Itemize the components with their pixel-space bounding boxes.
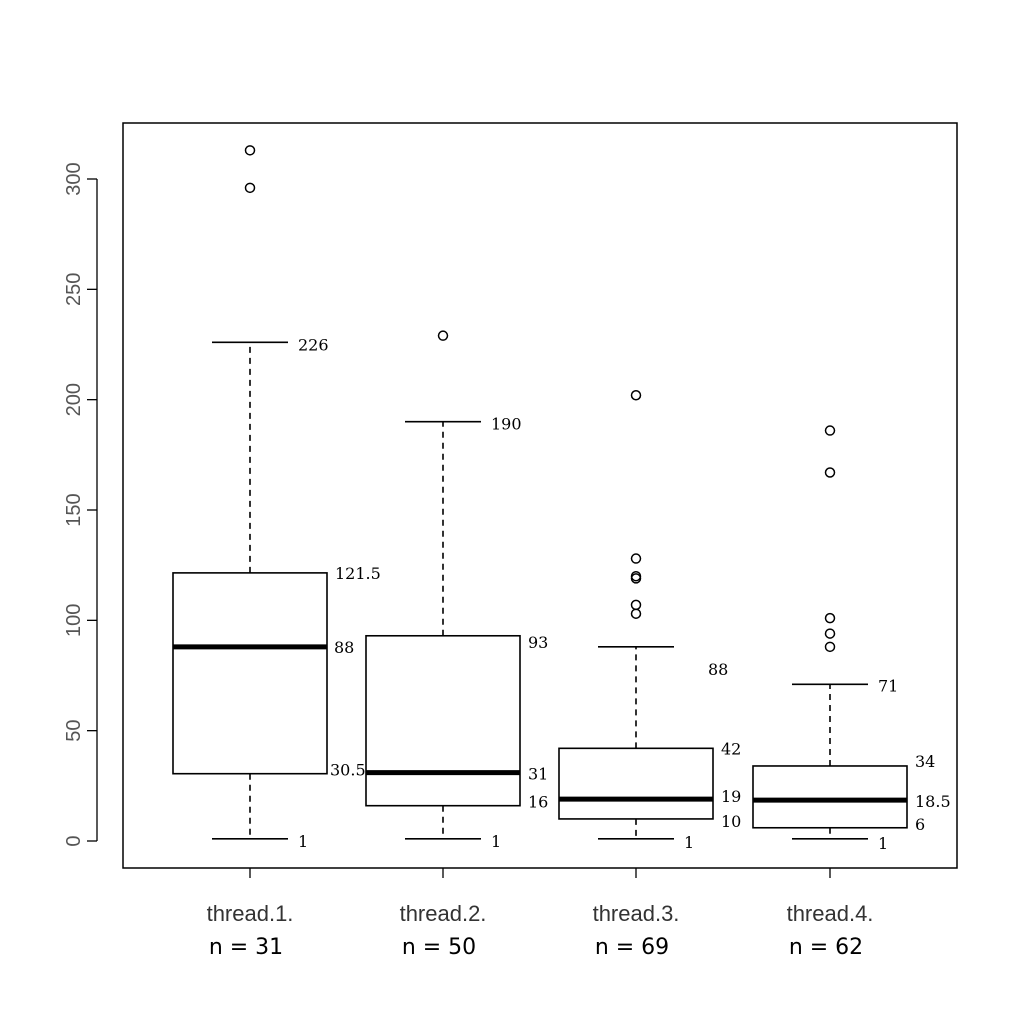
median-label: 31 bbox=[528, 765, 548, 784]
category-label-1: thread.1. bbox=[207, 901, 294, 926]
q3-label: 121.5 bbox=[335, 564, 381, 583]
q1-label: 16 bbox=[528, 793, 548, 812]
category-label-4: thread.4. bbox=[787, 901, 874, 926]
q1-label: 30.5 bbox=[330, 761, 366, 780]
median-label: 19 bbox=[721, 787, 741, 806]
q3-label: 93 bbox=[528, 633, 548, 652]
outlier-point-3 bbox=[824, 612, 836, 624]
sample-size-label-4: n = 62 bbox=[789, 935, 863, 960]
y-tick-label-150: 150 bbox=[63, 493, 85, 526]
outlier-point-5 bbox=[630, 553, 642, 564]
y-tick-label-50: 50 bbox=[63, 720, 85, 742]
outlier-point-1 bbox=[630, 608, 642, 619]
whisker-high-label: 88 bbox=[708, 660, 728, 679]
y-tick-label-250: 250 bbox=[63, 273, 85, 306]
median-label: 18.5 bbox=[915, 792, 951, 811]
plot-frame bbox=[122, 122, 958, 869]
outlier-point-4 bbox=[630, 570, 642, 582]
sample-size-label-3: n = 69 bbox=[595, 935, 669, 960]
q1-label: 6 bbox=[915, 815, 925, 834]
outlier-point-6 bbox=[630, 390, 642, 401]
outlier-point-2 bbox=[630, 599, 642, 611]
outlier-point-2 bbox=[824, 628, 836, 639]
q3-label: 42 bbox=[721, 739, 741, 758]
y-tick-label-0: 0 bbox=[63, 835, 85, 846]
outlier-point-1 bbox=[244, 182, 256, 194]
iqr-box bbox=[172, 572, 328, 775]
whisker-high-label: 226 bbox=[298, 335, 329, 354]
sample-size-label-2: n = 50 bbox=[402, 935, 476, 960]
whisker-low-label: 1 bbox=[684, 833, 694, 852]
iqr-box bbox=[365, 634, 521, 807]
x-axis-labels: thread.1. n = 31 thread.2. n = 50 thread.3. n… bbox=[207, 868, 874, 960]
boxes-layer: 130.588121.522611631931901101942881618.5… bbox=[172, 145, 951, 853]
sample-size-label-1: n = 31 bbox=[209, 935, 283, 960]
outlier-point-4 bbox=[824, 467, 836, 478]
iqr-box bbox=[558, 747, 714, 820]
whisker-high-label: 190 bbox=[491, 415, 522, 434]
y-tick-label-200: 200 bbox=[63, 383, 85, 416]
outlier-point-1 bbox=[824, 641, 836, 653]
whisker-low-label: 1 bbox=[878, 834, 888, 853]
category-label-2: thread.2. bbox=[400, 901, 487, 926]
median-label: 88 bbox=[334, 638, 354, 657]
outlier-point-1 bbox=[437, 330, 449, 341]
box-4: 1 6 18.5 34 71 bbox=[752, 425, 951, 853]
box-2: 1 16 31 93 190 bbox=[365, 330, 548, 851]
y-tick-label-300: 300 bbox=[63, 162, 85, 195]
q1-label: 10 bbox=[721, 812, 741, 831]
box-1: 1 30.5 88 121.5 226 bbox=[172, 145, 381, 851]
outlier-point-5 bbox=[824, 425, 836, 436]
whisker-high-label: 71 bbox=[878, 676, 898, 695]
iqr-box bbox=[752, 765, 908, 829]
y-axis: 0 50 100 150 200 250 300 bbox=[63, 162, 98, 847]
whisker-low-label: 1 bbox=[298, 832, 308, 851]
category-label-3: thread.3. bbox=[593, 901, 680, 926]
box-3: 1 10 19 42 88 bbox=[558, 390, 741, 852]
outlier-point-2 bbox=[244, 145, 256, 156]
y-tick-label-100: 100 bbox=[63, 604, 85, 637]
q3-label: 34 bbox=[915, 752, 935, 771]
whisker-low-label: 1 bbox=[491, 832, 501, 851]
